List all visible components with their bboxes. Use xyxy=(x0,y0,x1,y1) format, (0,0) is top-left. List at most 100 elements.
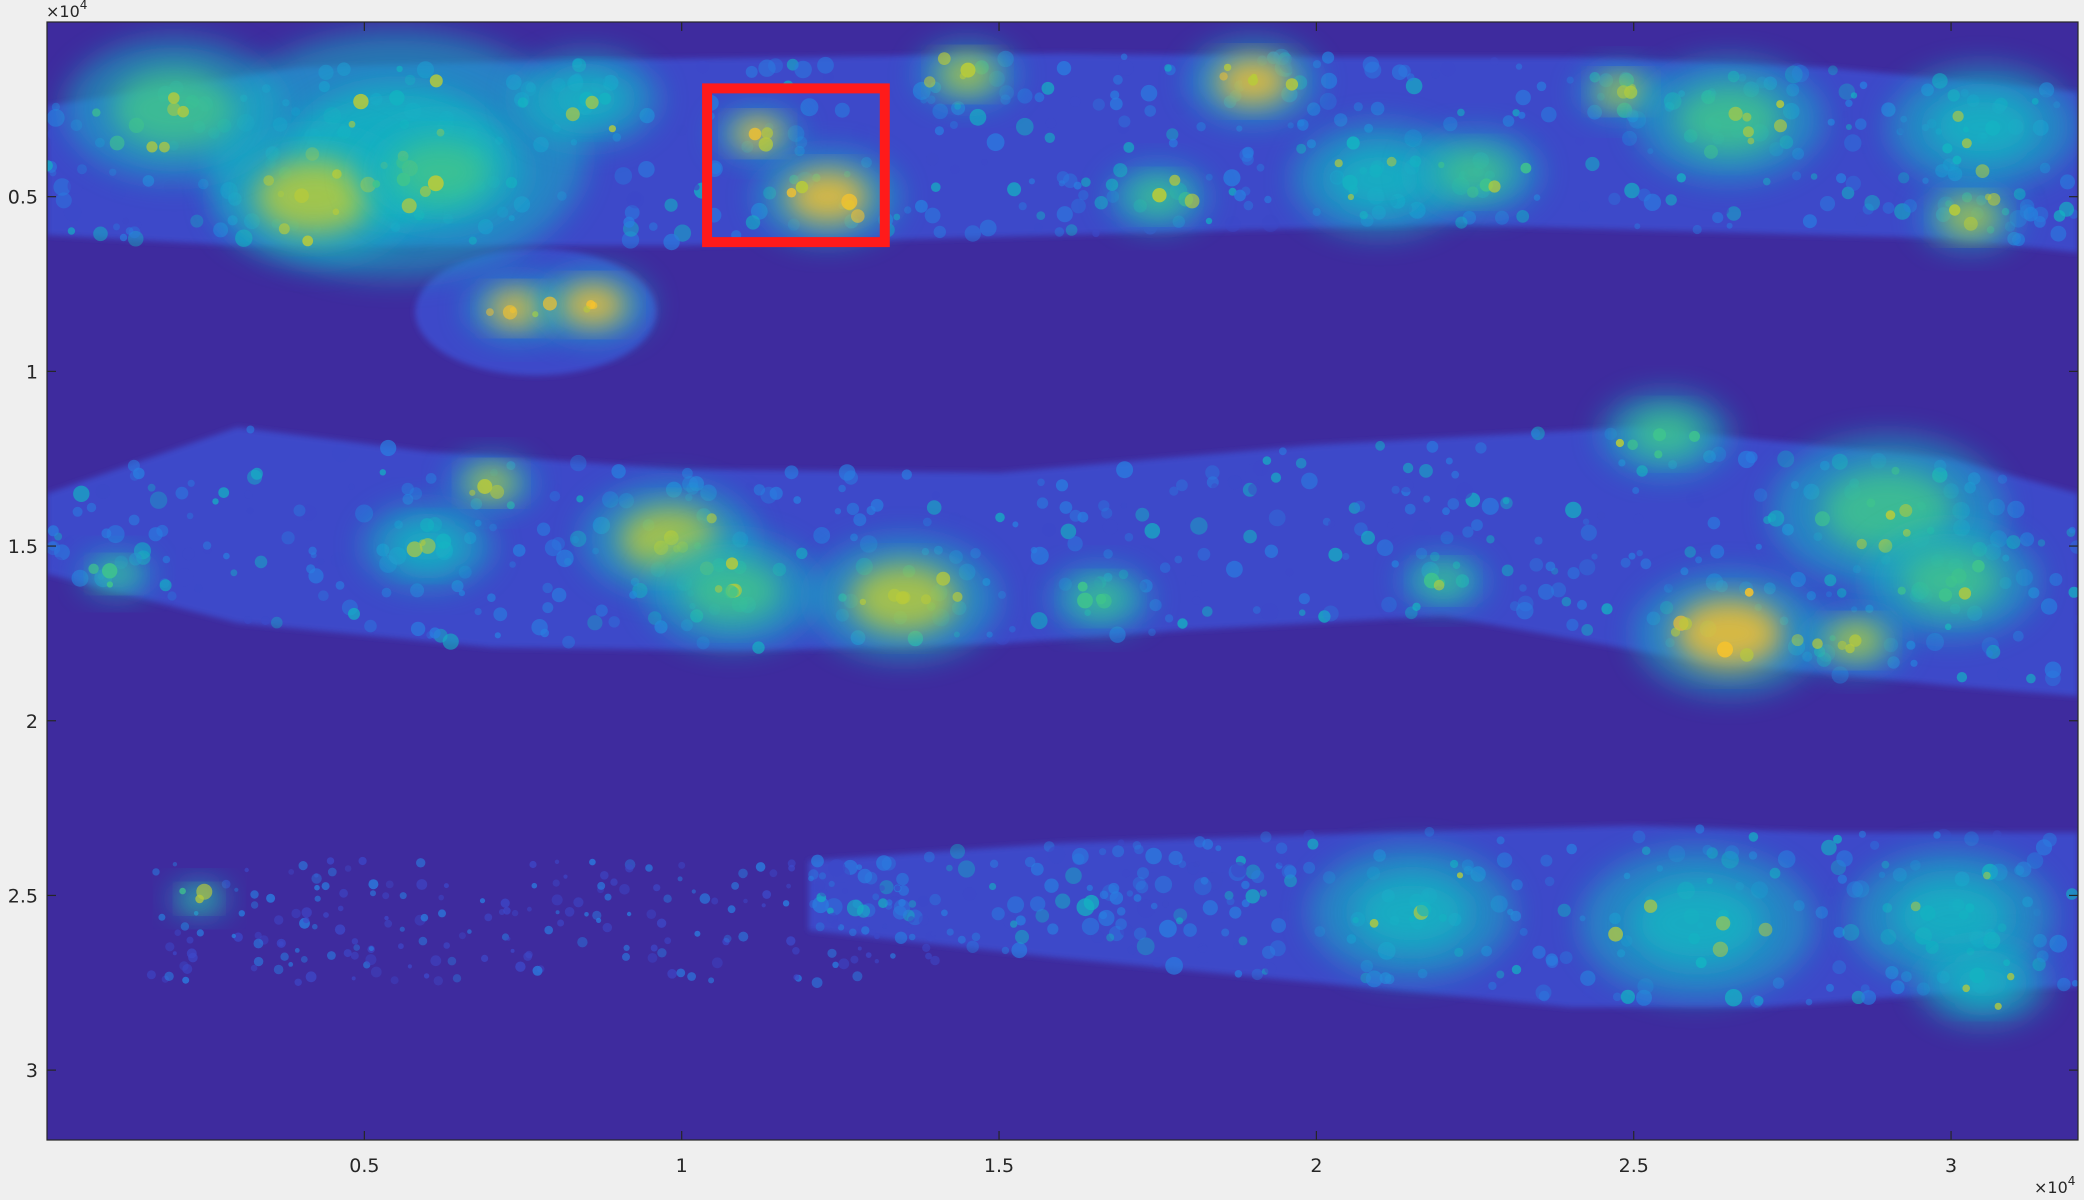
sparse-cell xyxy=(792,947,800,955)
hotspot-cell xyxy=(1942,143,1953,154)
cell-blob xyxy=(1148,628,1156,637)
cell-blob xyxy=(1640,558,1652,570)
cell-blob xyxy=(1224,890,1234,900)
cell-blob xyxy=(1034,223,1043,232)
cell-blob xyxy=(933,225,946,239)
cell-blob xyxy=(2066,888,2078,900)
sparse-cell xyxy=(420,913,429,922)
cell-blob xyxy=(1102,519,1118,535)
sparse-cell xyxy=(600,871,609,880)
cell-blob xyxy=(1260,831,1272,843)
sparse-cell xyxy=(584,912,589,917)
hotspot-cell xyxy=(88,563,99,574)
cell-blob xyxy=(54,544,70,561)
hotspot-cell xyxy=(1342,174,1358,191)
hotspot-cell xyxy=(486,308,494,316)
cell-blob xyxy=(954,854,970,870)
cell-blob xyxy=(542,582,553,594)
hotspot-cell xyxy=(1958,587,1972,600)
cell-blob xyxy=(1303,829,1315,842)
cell-blob xyxy=(2026,673,2036,684)
cell-blob xyxy=(1277,855,1288,867)
sparse-cell xyxy=(382,892,390,900)
cell-blob xyxy=(932,103,948,120)
cell-blob xyxy=(1319,92,1337,110)
cell-blob xyxy=(969,108,987,126)
hotspot-cell xyxy=(177,105,189,118)
cell-blob xyxy=(1534,536,1543,545)
cell-blob xyxy=(1264,195,1272,204)
hotspot-cell xyxy=(1983,871,1991,880)
axes-frame xyxy=(46,21,2079,1141)
cell-blob xyxy=(664,198,678,212)
cell-blob xyxy=(926,152,939,166)
cell-blob xyxy=(1238,936,1248,946)
cell-blob xyxy=(254,555,268,569)
cell-blob xyxy=(1827,118,1835,126)
cell-blob xyxy=(122,217,129,225)
cell-blob xyxy=(623,216,635,228)
cell-blob xyxy=(962,887,977,901)
cell-blob xyxy=(1001,946,1010,955)
hotspot-cell xyxy=(1689,430,1700,442)
cell-blob xyxy=(1362,56,1380,73)
hotspot-cell xyxy=(263,175,275,186)
cell-blob xyxy=(1636,989,1652,1006)
hotspot-cell xyxy=(565,107,580,122)
sparse-cell xyxy=(174,929,182,936)
cell-blob xyxy=(1419,464,1433,478)
hotspot-cell xyxy=(401,198,417,214)
cell-blob xyxy=(1833,834,1842,844)
hotspot-cell xyxy=(1945,575,1958,588)
cell-blob xyxy=(1136,937,1155,956)
cell-blob xyxy=(1821,839,1837,856)
cell-blob xyxy=(1231,861,1247,878)
cell-blob xyxy=(1044,878,1059,893)
cell-blob xyxy=(147,483,156,492)
hotspot-cell xyxy=(706,513,717,524)
hotspot-cell xyxy=(936,571,951,586)
cell-blob xyxy=(998,590,1006,599)
cell-blob xyxy=(1533,132,1546,145)
hotspot-core xyxy=(1330,147,1430,212)
hotspot-cell xyxy=(1728,106,1743,121)
cell-blob xyxy=(1502,497,1510,505)
cell-blob xyxy=(1042,523,1056,537)
hotspot-cell xyxy=(761,127,773,139)
cell-blob xyxy=(1034,92,1045,103)
cell-blob xyxy=(1056,60,1072,76)
cell-blob xyxy=(1511,964,1522,975)
sparse-cell xyxy=(667,969,677,979)
sparse-cell xyxy=(196,929,204,937)
cell-blob xyxy=(1110,90,1120,100)
sparse-cell xyxy=(368,946,374,952)
sparse-cell xyxy=(452,974,462,983)
cell-blob xyxy=(1515,89,1531,106)
cell-blob xyxy=(1894,203,1911,220)
sparse-cell xyxy=(398,943,404,950)
sparse-cell xyxy=(385,880,394,889)
cell-blob xyxy=(1566,843,1577,855)
sparse-cell xyxy=(288,869,295,875)
cell-blob xyxy=(63,203,82,222)
cell-blob xyxy=(1577,599,1587,610)
cell-blob xyxy=(1424,826,1435,837)
cell-blob xyxy=(1509,601,1520,612)
cell-blob xyxy=(230,569,238,577)
cell-blob xyxy=(1686,490,1704,509)
roi-box[interactable] xyxy=(702,83,890,248)
sparse-cell xyxy=(808,875,814,882)
sparse-cell xyxy=(557,919,565,927)
cell-blob xyxy=(1176,917,1184,925)
sparse-cell xyxy=(604,893,612,901)
cell-blob xyxy=(128,514,140,526)
hotspot-cell xyxy=(952,591,963,602)
hotspot-cell xyxy=(1962,126,1969,133)
cell-blob xyxy=(77,164,87,175)
cell-blob xyxy=(1077,511,1089,523)
hotspot-cell xyxy=(542,296,557,311)
cell-blob xyxy=(1028,178,1035,185)
cell-blob xyxy=(811,854,824,868)
cell-blob xyxy=(964,225,981,242)
